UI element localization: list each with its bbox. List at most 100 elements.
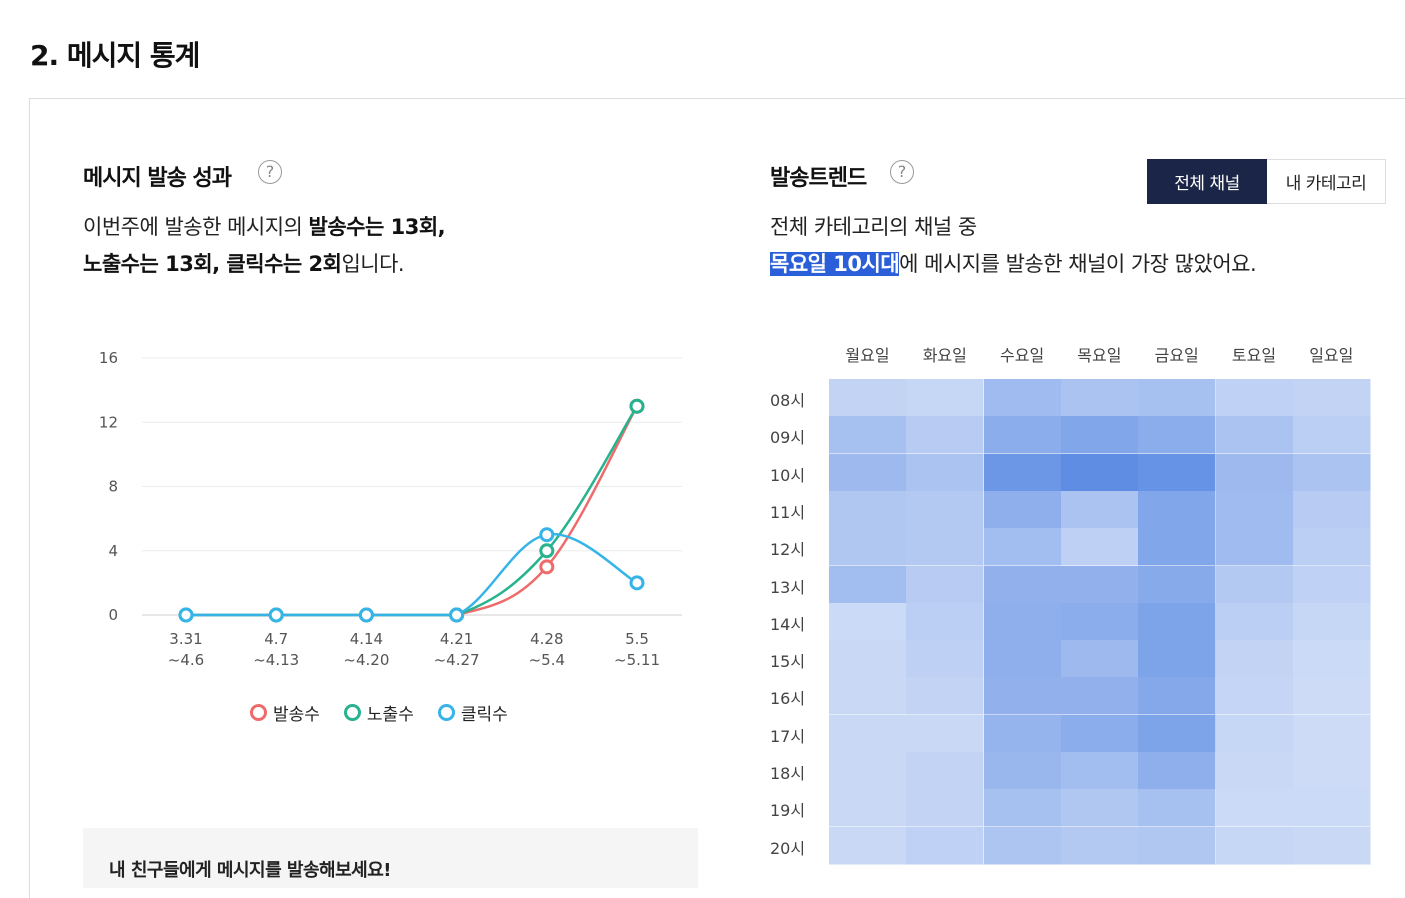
heatmap-cell[interactable] — [1215, 826, 1294, 865]
heatmap-cell[interactable] — [1215, 565, 1294, 604]
legend-item-impression[interactable]: 노출수 — [343, 700, 414, 725]
heatmap-cell[interactable] — [1060, 490, 1139, 529]
heatmap-cell[interactable] — [1138, 640, 1217, 679]
heatmap-cell[interactable] — [1138, 379, 1217, 417]
heatmap-cell[interactable] — [1215, 490, 1294, 529]
heatmap-cell[interactable] — [1215, 379, 1294, 417]
heatmap-cell[interactable] — [1215, 714, 1294, 753]
heatmap-cell[interactable] — [1060, 826, 1139, 865]
heatmap-cell[interactable] — [1292, 602, 1371, 641]
heatmap-cell[interactable] — [1215, 677, 1294, 716]
tab-all-channels[interactable]: 전체 채널 — [1147, 159, 1267, 204]
heatmap-cell[interactable] — [1215, 528, 1294, 567]
heatmap-cell[interactable] — [1060, 752, 1139, 790]
heatmap-cell[interactable] — [983, 416, 1062, 455]
heatmap-cell[interactable] — [906, 714, 985, 753]
heatmap-cell[interactable] — [1215, 789, 1294, 828]
heatmap-cell[interactable] — [1292, 453, 1371, 492]
heatmap-cell[interactable] — [983, 826, 1062, 865]
heatmap-cell[interactable] — [906, 565, 985, 604]
heatmap-cell[interactable] — [906, 490, 985, 529]
heatmap-cell[interactable] — [829, 416, 907, 455]
heatmap-cell[interactable] — [983, 379, 1062, 417]
heatmap-cell[interactable] — [906, 528, 985, 567]
heatmap-cell[interactable] — [1138, 565, 1217, 604]
heatmap-cell[interactable] — [983, 565, 1062, 604]
heatmap-cell[interactable] — [1292, 379, 1371, 417]
heatmap-cell[interactable] — [829, 826, 907, 865]
heatmap-cell[interactable] — [906, 416, 985, 455]
heatmap-cell[interactable] — [1138, 677, 1217, 716]
heatmap-cell[interactable] — [906, 640, 985, 679]
heatmap-cell[interactable] — [1215, 752, 1294, 790]
heatmap-hour-label: 08시 — [770, 391, 806, 410]
heatmap-cell[interactable] — [829, 752, 907, 790]
heatmap-cell[interactable] — [1215, 453, 1294, 492]
heatmap-cell[interactable] — [906, 789, 985, 828]
heatmap-cell[interactable] — [829, 789, 907, 828]
heatmap-cell[interactable] — [906, 677, 985, 716]
heatmap-cell[interactable] — [829, 714, 907, 753]
heatmap-cell[interactable] — [983, 528, 1062, 567]
heatmap-cell[interactable] — [1292, 789, 1371, 828]
heatmap-cell[interactable] — [1060, 677, 1139, 716]
heatmap-cell[interactable] — [1138, 826, 1217, 865]
heatmap-cell[interactable] — [1292, 677, 1371, 716]
heatmap-cell[interactable] — [1138, 453, 1217, 492]
heatmap-cell[interactable] — [829, 565, 907, 604]
promo-banner[interactable]: 내 친구들에게 메시지를 발송해보세요! — [83, 828, 698, 888]
heatmap-cell[interactable] — [829, 528, 907, 567]
heatmap-cell[interactable] — [1138, 752, 1217, 790]
heatmap-cell[interactable] — [1138, 789, 1217, 828]
heatmap-cell[interactable] — [1215, 602, 1294, 641]
heatmap-cell[interactable] — [1292, 490, 1371, 529]
heatmap-cell[interactable] — [983, 752, 1062, 790]
heatmap-cell[interactable] — [1292, 640, 1371, 679]
legend-item-sent[interactable]: 발송수 — [250, 700, 320, 725]
heatmap-cell[interactable] — [1292, 528, 1371, 567]
heatmap-cell[interactable] — [983, 789, 1062, 828]
heatmap-cell[interactable] — [1292, 714, 1371, 753]
heatmap-cell[interactable] — [983, 490, 1062, 529]
heatmap-cell[interactable] — [1138, 416, 1217, 455]
heatmap-cell[interactable] — [906, 826, 985, 865]
heatmap-cell[interactable] — [1292, 752, 1371, 790]
heatmap-cell[interactable] — [906, 602, 985, 641]
heatmap-cell[interactable] — [1060, 640, 1139, 679]
heatmap-cell[interactable] — [983, 602, 1062, 641]
heatmap-cell[interactable] — [1138, 602, 1217, 641]
heatmap-cell[interactable] — [906, 379, 985, 417]
heatmap-cell[interactable] — [829, 677, 907, 716]
heatmap-cell[interactable] — [983, 677, 1062, 716]
heatmap-cell[interactable] — [983, 453, 1062, 492]
heatmap-cell[interactable] — [829, 453, 907, 492]
heatmap-cell[interactable] — [1060, 416, 1139, 455]
heatmap-cell[interactable] — [1138, 528, 1217, 567]
heatmap-cell[interactable] — [1060, 528, 1139, 567]
heatmap-cell[interactable] — [1215, 640, 1294, 679]
heatmap-cell[interactable] — [906, 453, 985, 492]
heatmap-cell[interactable] — [1292, 565, 1371, 604]
tab-my-category[interactable]: 내 카테고리 — [1267, 159, 1386, 204]
heatmap-cell[interactable] — [1060, 714, 1139, 753]
legend-item-click[interactable]: 클릭수 — [437, 700, 508, 725]
heatmap-cell[interactable] — [983, 714, 1062, 753]
heatmap-cell[interactable] — [1215, 416, 1294, 455]
question-circle-icon[interactable]: ? — [258, 160, 282, 184]
heatmap-cell[interactable] — [829, 379, 907, 417]
heatmap-cell[interactable] — [1292, 416, 1371, 455]
heatmap-cell[interactable] — [906, 752, 985, 790]
heatmap-cell[interactable] — [829, 490, 907, 529]
heatmap-cell[interactable] — [1138, 714, 1217, 753]
heatmap-cell[interactable] — [983, 640, 1062, 679]
heatmap-cell[interactable] — [1060, 379, 1139, 417]
heatmap-cell[interactable] — [1060, 789, 1139, 828]
heatmap-cell[interactable] — [1060, 602, 1139, 641]
heatmap-cell[interactable] — [829, 640, 907, 679]
heatmap-cell[interactable] — [1060, 565, 1139, 604]
heatmap-cell[interactable] — [1292, 826, 1371, 865]
heatmap-cell[interactable] — [1060, 453, 1139, 492]
heatmap-cell[interactable] — [829, 602, 907, 641]
question-circle-icon[interactable]: ? — [890, 160, 914, 184]
heatmap-cell[interactable] — [1138, 490, 1217, 529]
